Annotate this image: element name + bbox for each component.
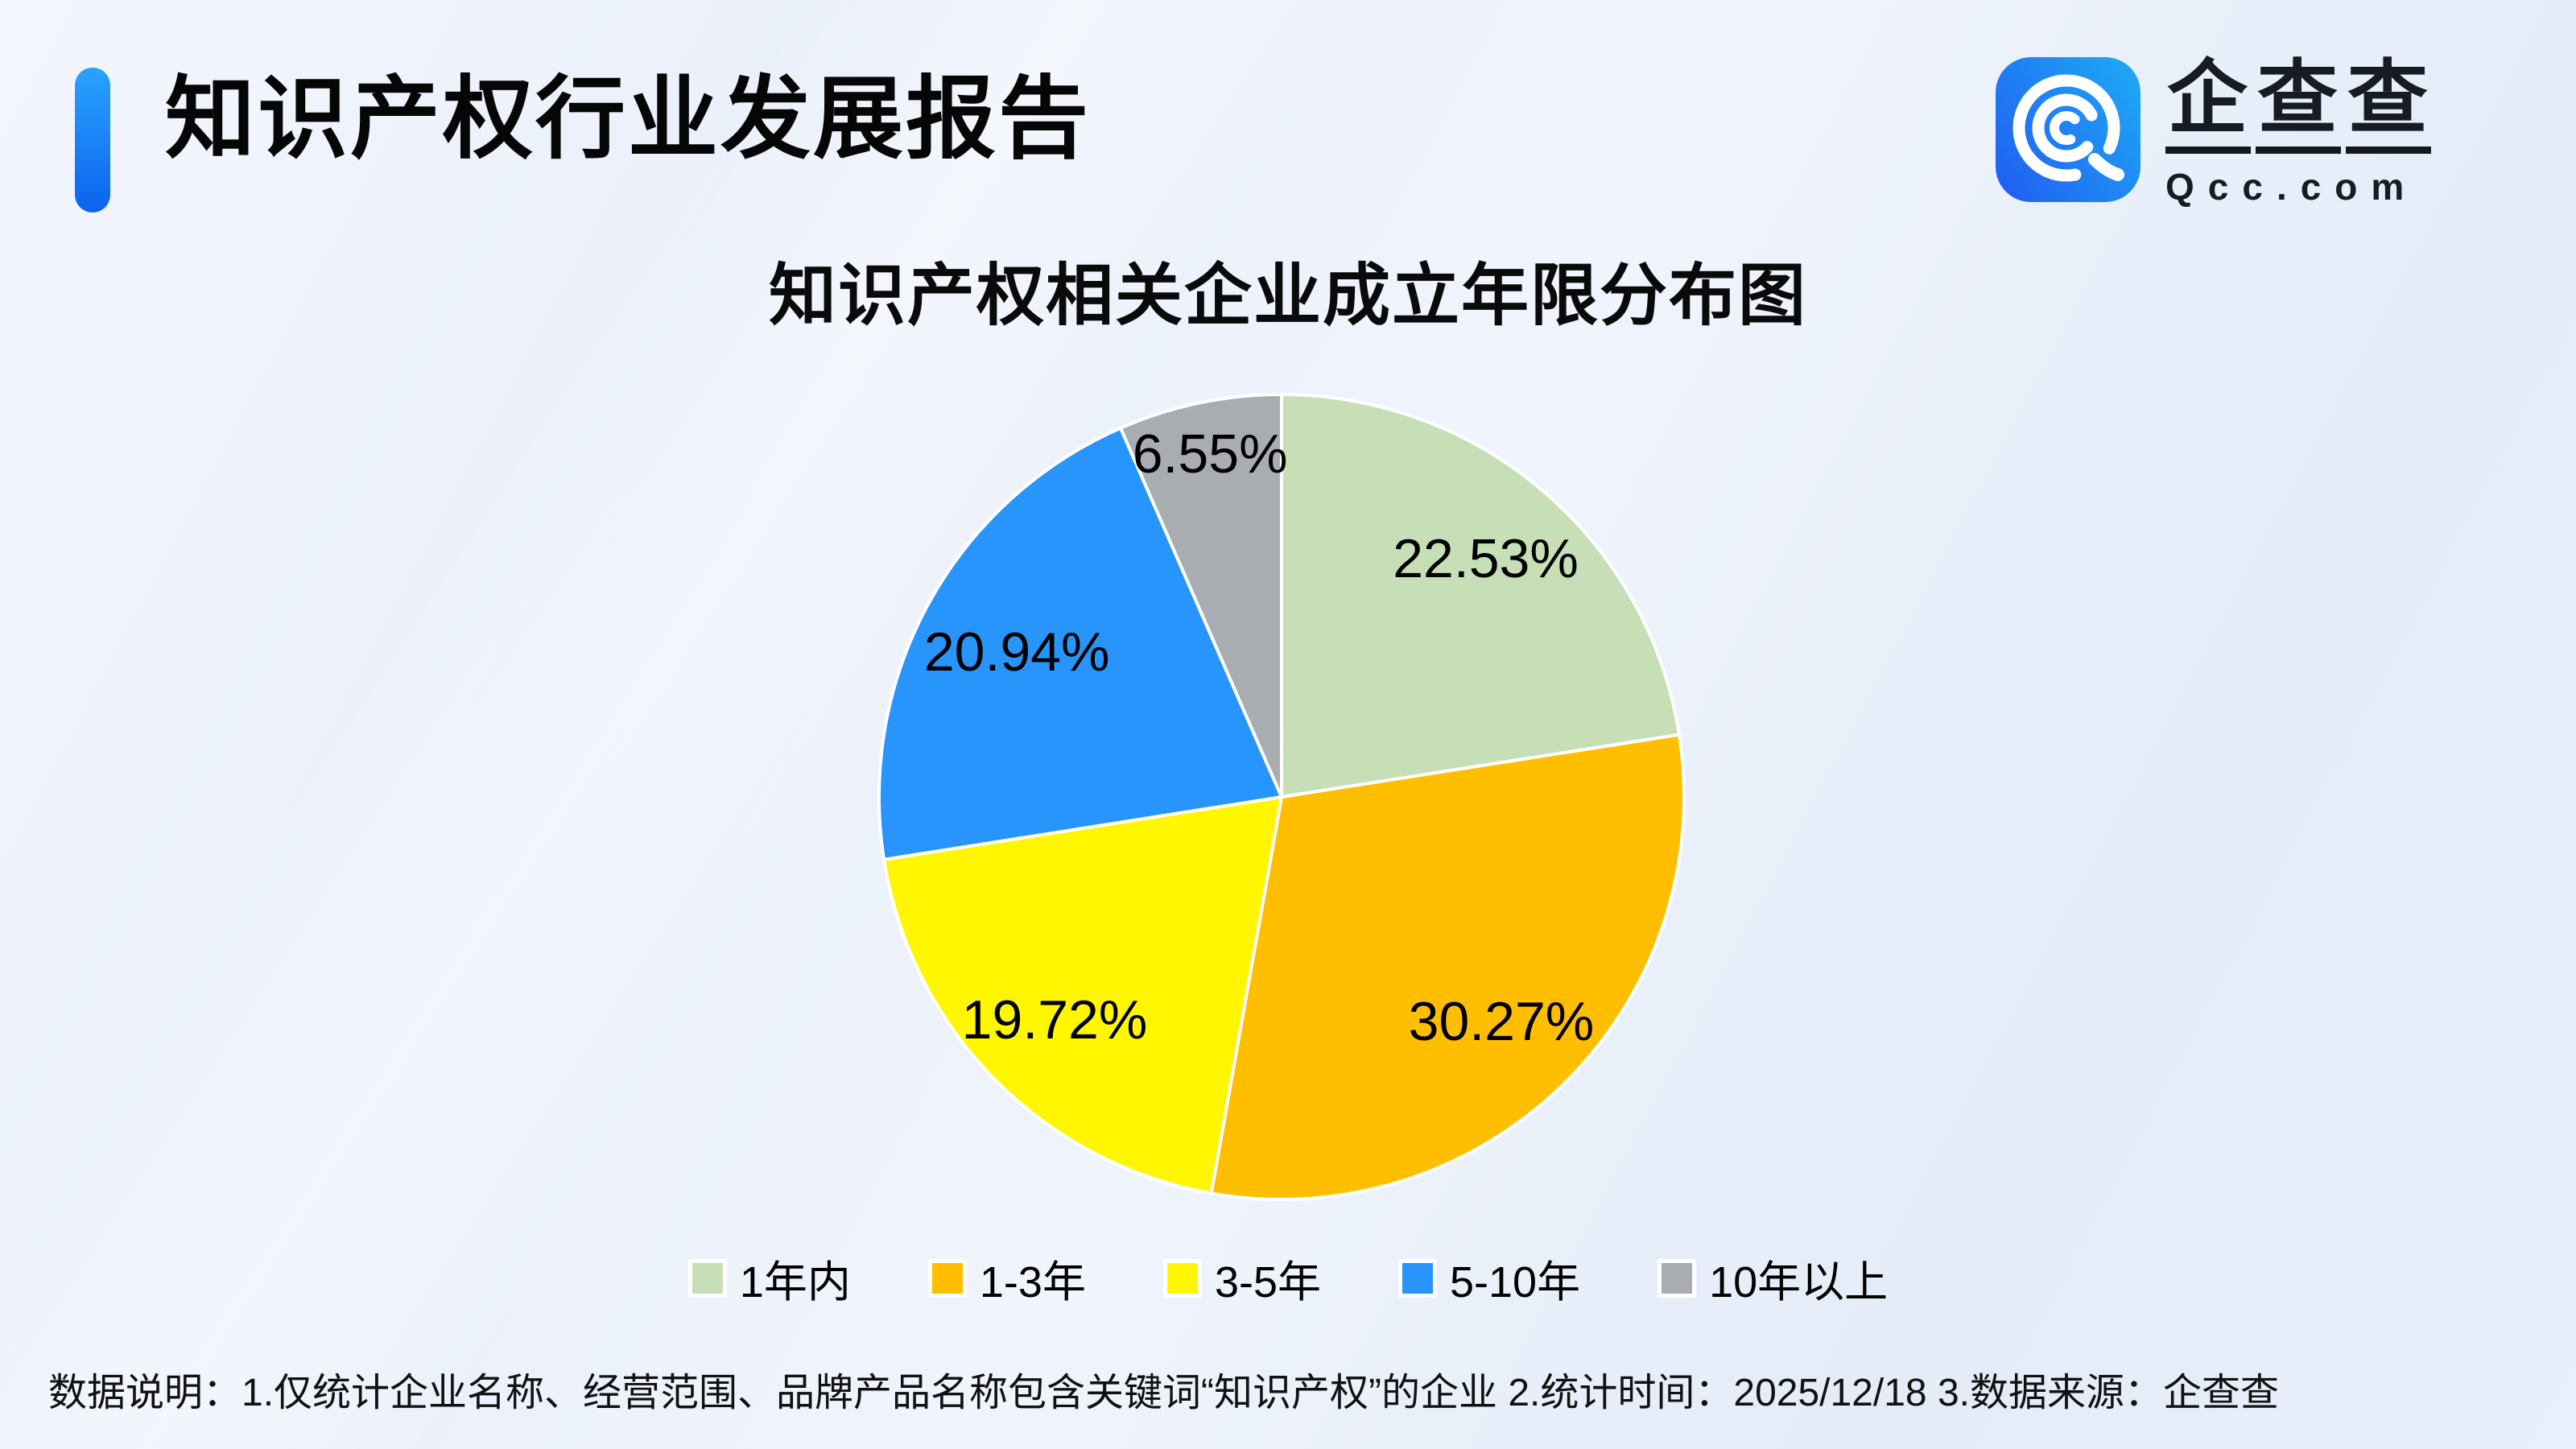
legend-item-3-5年: 3-5年 [1162,1246,1321,1310]
logo-company-char: 查 [2346,56,2431,154]
logo-domain: Qcc.com [2165,166,2418,208]
logo-company-char: 查 [2256,56,2341,154]
legend-swatch [1162,1258,1202,1298]
qcc-outer-ring [2013,74,2120,182]
legend-swatch [1657,1258,1697,1298]
pie-slice-5-10年 [877,426,1283,861]
legend-label: 10年以上 [1709,1258,1889,1307]
legend-item-10年以上: 10年以上 [1657,1246,1888,1310]
report-title: 知识产权行业发展报告 [165,68,1091,169]
pie-slice-1-3年 [1209,733,1686,1201]
logo-company-char: 企 [2165,56,2251,154]
legend-swatch [927,1258,967,1298]
qcc-logo: 企查查 Qcc.com [1995,56,2431,208]
qcc-inner-c [2050,111,2083,145]
data-notes: 数据说明：1.仅统计企业名称、经营范围、品牌产品名称包含关键词“知识产权”的企业… [48,1372,2279,1414]
pie-slice-label-3-5年: 19.72% [961,989,1148,1051]
legend-label: 1-3年 [979,1258,1086,1307]
pie-svg [877,393,1686,1201]
pie-slice-label-10年以上: 6.55% [1132,423,1288,485]
qcc-app-icon [1996,57,2140,202]
pie-slice-label-1年内: 22.53% [1393,527,1579,589]
pie-slice-label-5-10年: 20.94% [923,621,1110,683]
qcc-middle-c [2032,93,2101,163]
pie-slice-label-1-3年: 30.27% [1408,990,1595,1052]
chart-title: 知识产权相关企业成立年限分布图 [768,258,1807,333]
legend-label: 3-5年 [1214,1258,1321,1307]
pie-chart: 22.53% 30.27% 19.72% 20.94% 6.55% [871,386,1692,1208]
pie-slice-3-5年 [882,795,1283,1195]
legend-item-1-3年: 1-3年 [927,1246,1086,1310]
title-accent-bar [75,68,110,213]
qcc-magnifier-handle [2088,153,2124,181]
logo-company-name: 企查查 [2165,56,2431,154]
legend-swatch [1397,1258,1437,1298]
pie-slice-1年内 [1280,393,1681,799]
pie-slice-10年以上 [1119,393,1283,799]
legend-item-5-10年: 5-10年 [1397,1246,1581,1310]
legend-label: 1年内 [739,1258,851,1307]
chart-legend: 1年内 1-3年 3-5年 5-10年 10年以上 [0,1246,2576,1310]
legend-item-1年内: 1年内 [687,1246,851,1310]
qcc-logo-text: 企查查 Qcc.com [2165,56,2431,208]
legend-label: 5-10年 [1449,1258,1581,1307]
legend-swatch [687,1258,727,1298]
